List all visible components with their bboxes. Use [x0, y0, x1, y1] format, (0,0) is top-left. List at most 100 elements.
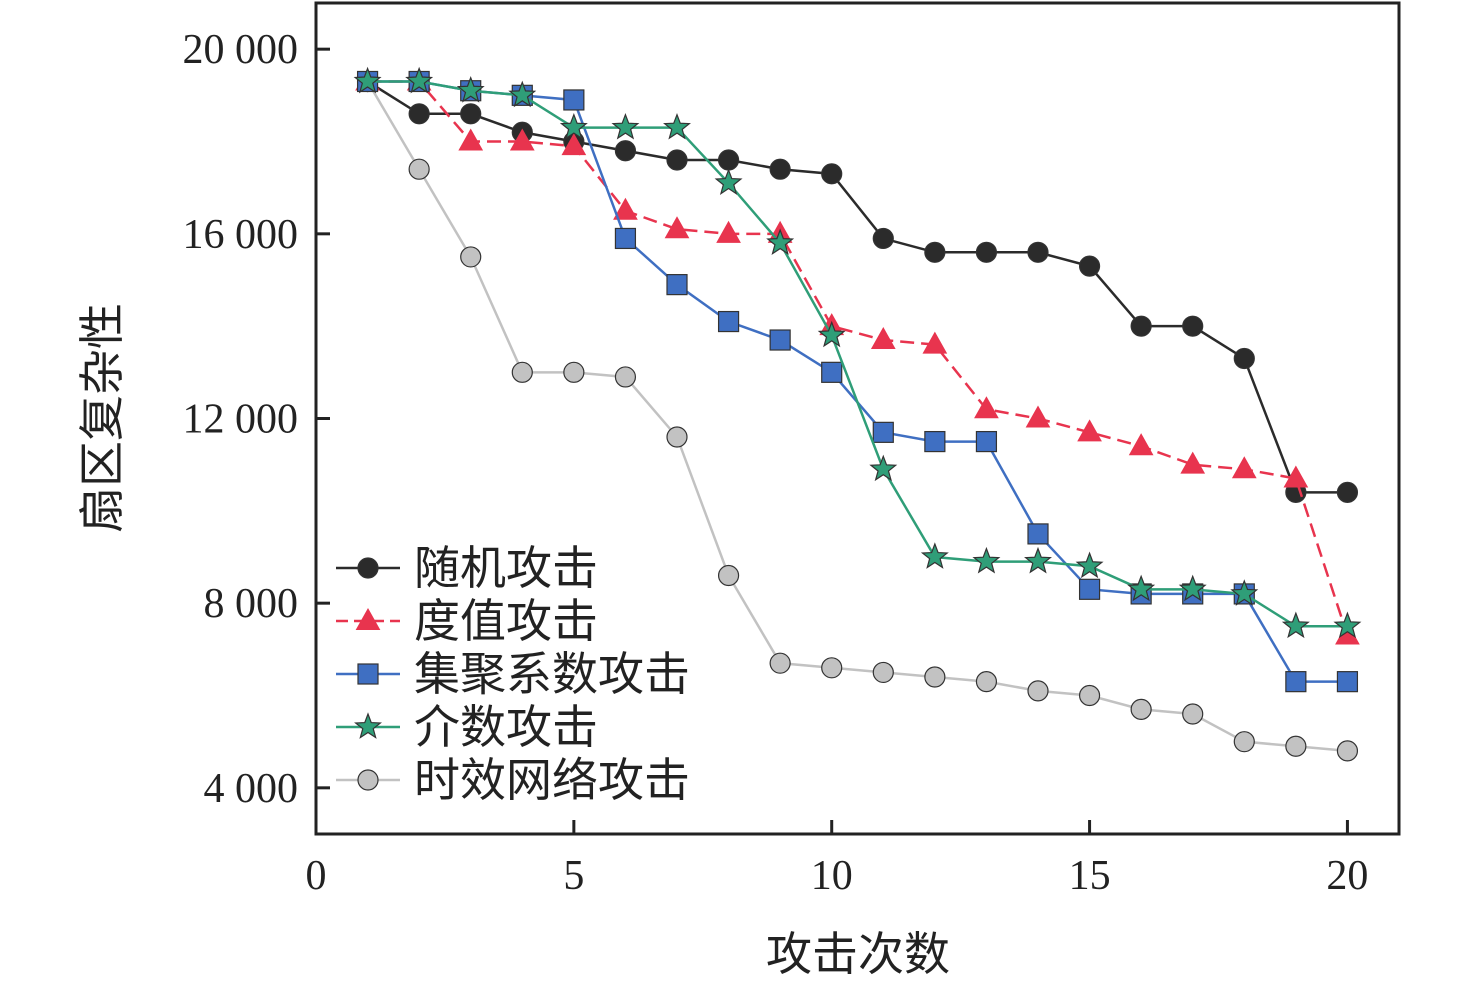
data-point	[1233, 347, 1255, 370]
legend-marker	[357, 663, 379, 685]
data-point	[1178, 574, 1207, 602]
data-point	[408, 103, 430, 125]
data-point	[714, 168, 743, 195]
data-point	[456, 76, 485, 103]
data-point	[563, 361, 585, 383]
series-5	[356, 70, 1359, 762]
data-point	[817, 320, 846, 348]
y-tick-label: 20 000	[183, 27, 299, 73]
data-point	[663, 112, 691, 140]
x-tick-label: 15	[1069, 853, 1111, 899]
data-point	[1283, 465, 1309, 488]
data-point	[920, 542, 949, 569]
data-point	[924, 430, 946, 453]
data-point	[975, 671, 998, 693]
data-point	[1027, 241, 1049, 263]
legend-item: 时效网络攻击	[336, 753, 690, 807]
data-point	[717, 310, 740, 333]
data-point	[405, 66, 434, 94]
data-point	[664, 216, 690, 239]
legend-item: 随机攻击	[336, 541, 598, 595]
data-point	[1336, 671, 1359, 693]
data-point	[717, 149, 740, 171]
data-point	[611, 112, 640, 140]
data-point	[1025, 405, 1051, 428]
data-point	[614, 140, 637, 162]
data-point	[872, 661, 894, 684]
data-point	[509, 128, 535, 151]
legend-label: 度值攻击	[414, 594, 598, 648]
data-point	[1281, 611, 1310, 639]
data-point	[353, 66, 382, 94]
data-point	[821, 657, 843, 679]
data-point	[870, 326, 896, 350]
data-point	[613, 197, 638, 220]
data-point	[924, 666, 946, 688]
y-axis-title: 扇区复杂性	[75, 303, 129, 533]
data-point	[769, 329, 791, 351]
x-tick-label: 0	[306, 853, 327, 899]
ticks: 0 5 10 15 20 4 000 8 000 12 000 16 000 20 000	[183, 27, 1369, 899]
legend-marker	[355, 607, 381, 630]
data-point	[666, 149, 688, 171]
data-point	[769, 158, 791, 180]
y-tick-label: 16 000	[183, 212, 299, 258]
y-tick-label: 12 000	[183, 397, 299, 443]
series-1	[356, 70, 1359, 503]
data-point	[458, 128, 484, 151]
legend-label: 集聚系数攻击	[414, 647, 690, 701]
data-point	[1231, 456, 1257, 479]
data-point	[869, 454, 898, 482]
data-point	[1285, 671, 1307, 693]
data-point	[508, 80, 537, 108]
legend-item: 度值攻击	[336, 594, 598, 648]
legend-label: 介数攻击	[414, 700, 598, 754]
data-point	[1128, 433, 1154, 456]
plot-area	[353, 66, 1362, 762]
data-point	[1230, 579, 1259, 606]
data-point	[1130, 315, 1152, 337]
data-point	[1078, 255, 1101, 277]
data-point	[972, 546, 1001, 574]
legend-label: 随机攻击	[414, 541, 598, 595]
data-point	[1336, 481, 1359, 503]
legend-marker	[357, 769, 379, 791]
data-point	[460, 246, 482, 268]
data-point	[766, 228, 795, 255]
data-point	[1078, 684, 1101, 707]
data-point	[563, 89, 585, 111]
data-point	[1333, 611, 1362, 639]
data-point	[974, 396, 999, 419]
data-point	[559, 112, 588, 140]
legend-marker	[357, 557, 379, 579]
data-point	[511, 361, 533, 383]
data-point	[922, 331, 948, 354]
data-point	[1075, 551, 1104, 579]
legend-marker	[354, 712, 382, 739]
data-point	[717, 564, 740, 587]
legend-label: 时效网络攻击	[414, 753, 690, 807]
data-point	[666, 274, 688, 296]
data-point	[975, 241, 998, 263]
x-axis-title: 攻击次数	[766, 927, 950, 981]
data-point	[1182, 703, 1204, 725]
data-point	[821, 163, 843, 185]
x-tick-label: 20	[1326, 853, 1368, 899]
data-point	[924, 241, 946, 263]
series-line	[367, 80, 1349, 636]
data-point	[1285, 735, 1307, 757]
data-point	[1078, 578, 1101, 600]
data-point	[1182, 315, 1204, 337]
legend-item: 集聚系数攻击	[336, 647, 690, 701]
series-4	[353, 66, 1362, 639]
data-point	[872, 421, 894, 443]
data-point	[1127, 574, 1156, 602]
data-point	[1233, 731, 1255, 753]
data-point	[1130, 698, 1152, 720]
y-tick-label: 8 000	[204, 581, 299, 627]
series-line	[367, 80, 1348, 628]
data-point	[821, 361, 843, 383]
